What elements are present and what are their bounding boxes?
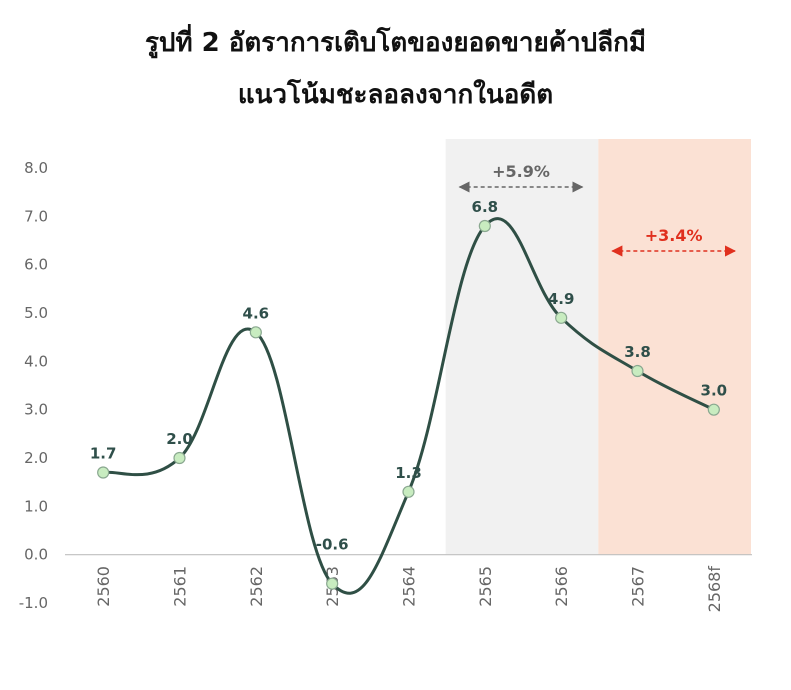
y-tick-label: 5.0 <box>24 304 48 322</box>
shaded-band-2565 <box>445 139 599 555</box>
x-tick-label: 2566 <box>552 566 571 607</box>
y-tick-label: 0.0 <box>24 546 48 564</box>
data-point-2566 <box>555 311 568 324</box>
data-labels: 1.7 2.0 4.6 -0.6 1.3 6.8 4.9 3.8 3.0 <box>90 198 727 554</box>
data-point-2561 <box>173 451 186 465</box>
y-tick-label: 1.0 <box>24 497 48 515</box>
data-label-2564: 1.3 <box>395 464 422 482</box>
series-line <box>102 217 715 595</box>
annotation-label-2: +3.4% <box>645 226 703 245</box>
data-point-2562 <box>249 326 262 339</box>
y-tick-label: 8.0 <box>24 159 48 177</box>
series-lines <box>102 217 715 595</box>
y-tick-label: 6.0 <box>24 256 48 274</box>
chart-title-line-2: แนวโน้มชะลอลงจากในอดีต <box>237 80 554 110</box>
data-label-2563: -0.6 <box>316 536 349 554</box>
x-tick-label: 2565 <box>476 566 495 607</box>
annotation-label-1: +5.9% <box>492 162 550 181</box>
data-point-2568f <box>707 403 720 416</box>
data-label-2560: 1.7 <box>90 445 117 463</box>
data-label-2568f: 3.0 <box>701 382 728 400</box>
y-tick-label: 2.0 <box>24 449 48 467</box>
x-tick-label: 2562 <box>247 566 266 607</box>
data-point-2560 <box>97 466 110 479</box>
y-tick-label: 4.0 <box>24 352 48 370</box>
chart-title-line-1: รูปที่ 2 อัตราการเติบโตของยอดขายค้าปลีกม… <box>144 28 647 58</box>
y-tick-label: -1.0 <box>19 594 48 612</box>
data-point-2563 <box>326 577 339 590</box>
shaded-band-2567 <box>598 139 751 555</box>
data-label-2561: 2.0 <box>166 430 193 448</box>
x-tick-label: 2568f <box>705 566 724 613</box>
shaded-bands <box>445 139 751 555</box>
x-tick-label: 2561 <box>171 566 190 607</box>
data-point-2564 <box>402 485 415 498</box>
data-label-2562: 4.6 <box>243 304 270 322</box>
x-tick-label: 2560 <box>94 566 113 607</box>
axes: 8.0 7.0 6.0 5.0 4.0 3.0 2.0 1.0 0.0 -1.0 2560 2561 2… <box>19 159 752 612</box>
data-label-2566: 4.9 <box>548 290 575 308</box>
annotations: +5.9% +3.4% <box>458 162 737 257</box>
data-points <box>97 219 720 590</box>
y-tick-label: 3.0 <box>24 401 48 419</box>
data-label-2565: 6.8 <box>472 198 499 216</box>
data-label-2567: 3.8 <box>624 343 651 361</box>
y-tick-label: 7.0 <box>24 207 48 225</box>
data-point-2567 <box>631 364 644 378</box>
x-tick-label: 2567 <box>629 566 648 607</box>
x-tick-label: 2564 <box>400 566 419 607</box>
data-point-2565 <box>478 219 491 233</box>
